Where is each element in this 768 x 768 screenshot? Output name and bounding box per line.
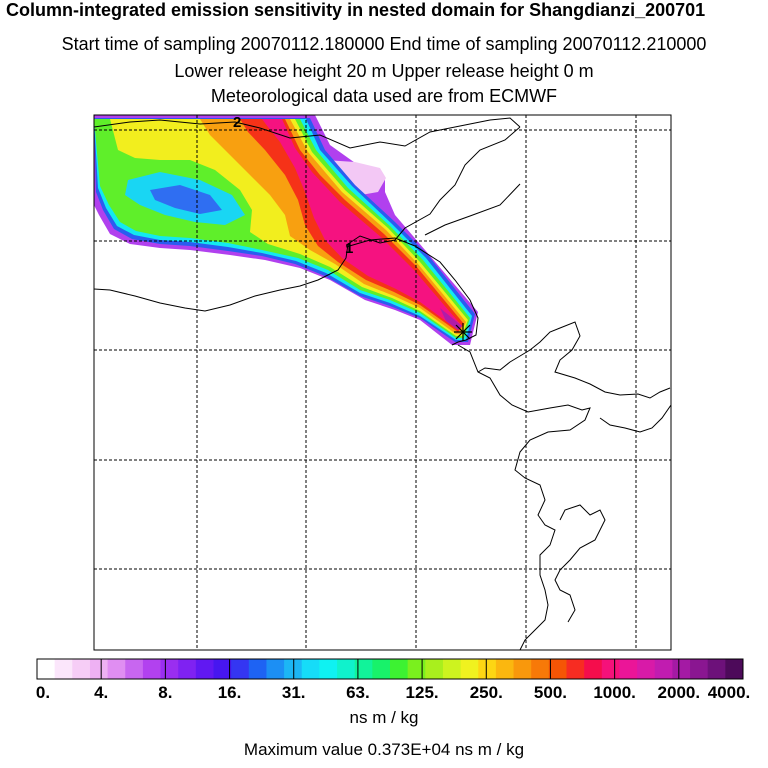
colorbar-swatch (672, 659, 691, 679)
colorbar-swatch (654, 659, 673, 679)
colorbar-swatch (301, 659, 320, 679)
colorbar-swatch (707, 659, 726, 679)
contour-label-2: 2 (233, 114, 241, 131)
map-title: Column-integrated emission sensitivity i… (6, 0, 706, 20)
colorbar-swatch (531, 659, 550, 679)
colorbar-swatch (213, 659, 232, 679)
colorbar-swatch (107, 659, 126, 679)
colorbar-swatch (566, 659, 585, 679)
colorbar (36, 659, 744, 679)
shandong-coast (457, 344, 591, 650)
colorbar-tick-label: 250. (469, 683, 503, 702)
colorbar-tick-label: 4. (94, 683, 109, 702)
colorbar-swatch (407, 659, 426, 679)
plume-pocket-blue (150, 185, 222, 214)
peninsula-coast (477, 321, 671, 399)
colorbar-swatch (548, 659, 567, 679)
plume-level-darkmagenta (440, 308, 462, 330)
colorbar-tick-label: 63. (346, 683, 370, 702)
colorbar-swatch (637, 659, 656, 679)
colorbar-swatch (319, 659, 338, 679)
colorbar-swatch (354, 659, 373, 679)
bohai-inner-coast (345, 237, 479, 346)
colorbar-swatch (584, 659, 603, 679)
met-data-line: Meteorological data used are from ECMWF (210, 86, 558, 106)
colorbar-tick-label: 4000. (707, 683, 751, 702)
colorbar-swatch (125, 659, 144, 679)
colorbar-swatch (178, 659, 197, 679)
north-border-line (94, 117, 521, 149)
map-frame (93, 114, 672, 651)
colorbar-tick-label: 1000. (593, 683, 636, 702)
liaoning-coast (424, 183, 521, 236)
plume-level-magenta (262, 119, 462, 330)
colorbar-tick-label: 500. (533, 683, 567, 702)
colorbar-swatch (619, 659, 638, 679)
colorbar-swatch (266, 659, 285, 679)
colorbar-swatch (284, 659, 303, 679)
korea-coast (599, 404, 671, 433)
colorbar-swatch (690, 659, 709, 679)
colorbar-units: ns m / kg (349, 708, 419, 727)
colorbar-swatch (601, 659, 620, 679)
colorbar-swatch (460, 659, 479, 679)
graticule (94, 115, 671, 650)
colorbar-swatch (195, 659, 214, 679)
colorbar-swatch (72, 659, 91, 679)
south-coast (554, 504, 606, 623)
colorbar-swatch (89, 659, 109, 679)
colorbar-swatch (390, 659, 409, 679)
colorbar-frame (36, 658, 744, 680)
coastlines (94, 117, 671, 650)
colorbar-swatch (372, 659, 391, 679)
maximum-value-label: Maximum value 0.373E+04 ns m / kg (243, 740, 525, 759)
contour-label-1: 1 (345, 240, 353, 257)
colorbar-tick-label: 31. (281, 683, 306, 702)
colorbar-tick-label: 16. (217, 683, 242, 702)
colorbar-tick-label: 125. (405, 683, 439, 702)
colorbar-swatch (248, 659, 267, 679)
colorbar-tick-label: 8. (158, 683, 173, 702)
colorbar-tick-label: 0. (35, 683, 51, 702)
sensitivity-plume (94, 115, 478, 345)
colorbar-tick-label: 2000. (657, 683, 701, 702)
colorbar-swatch (442, 659, 462, 679)
colorbar-swatch (513, 659, 532, 679)
colorbar-swatch (160, 659, 179, 679)
release-height-line: Lower release height 20 m Upper release … (174, 61, 594, 81)
release-site-star-icon (454, 323, 472, 341)
colorbar-swatch (495, 659, 515, 679)
colorbar-swatch (425, 659, 444, 679)
colorbar-swatch (478, 659, 497, 679)
colorbar-swatch (142, 659, 162, 679)
colorbar-swatch (231, 659, 250, 679)
colorbar-swatch (337, 659, 356, 679)
colorbar-swatch (725, 659, 744, 679)
sampling-time-line: Start time of sampling 20070112.180000 E… (61, 34, 707, 54)
colorbar-swatch (37, 659, 56, 679)
bohai-north-coast (94, 126, 521, 312)
colorbar-swatch (54, 659, 73, 679)
